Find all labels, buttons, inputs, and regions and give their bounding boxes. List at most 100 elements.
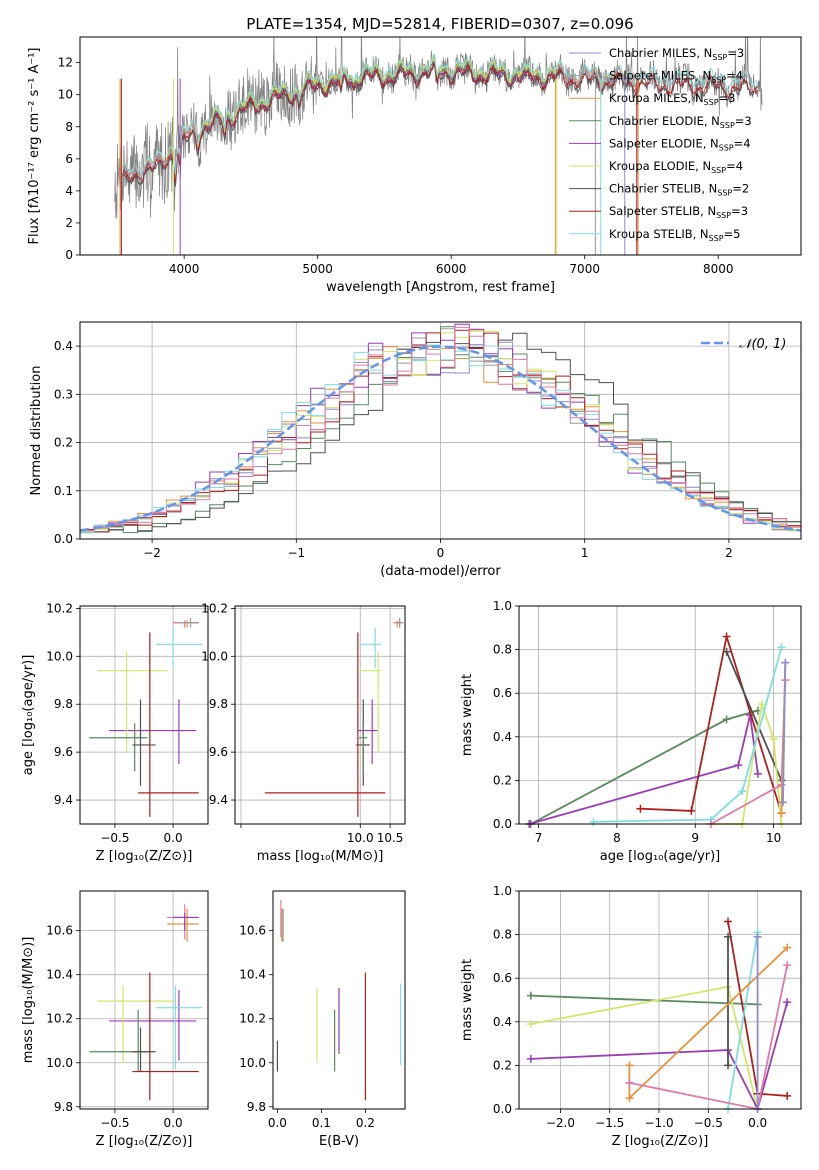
y-tick-label: 10.0: [201, 649, 228, 663]
y-axis-label: mass weight: [460, 674, 475, 756]
panel-mass-vs-Z: −0.5 0.0 9.8 10.0 10.2 10.4 10.6 Z [log₁₀(Z/Z⊙)…: [21, 890, 209, 1149]
x-axis-label: (data-model)/error: [380, 564, 501, 579]
histogram-line: [80, 344, 801, 534]
y-tick-label: 8: [65, 120, 73, 134]
weight-point-marker: [722, 715, 731, 724]
y-tick-label: 10.4: [46, 968, 73, 982]
y-tick-label: 10.0: [46, 649, 73, 663]
plot-area: [89, 617, 203, 817]
x-tick-label: 1: [581, 546, 589, 560]
y-tick-label: 12: [58, 56, 73, 70]
y-tick-label: 0.0: [54, 532, 73, 546]
y-tick-label: 10.2: [201, 601, 228, 615]
x-axis-label: Z [log₁₀(Z/Z⊙)]: [96, 1134, 193, 1149]
weight-point-marker: [769, 734, 778, 743]
weight-point-marker: [722, 632, 731, 641]
x-axis-label: mass [log₁₀(M/M⊙)]: [257, 849, 384, 864]
axes-frame: [79, 36, 802, 256]
weight-point-marker: [778, 798, 787, 807]
y-tick-label: 0.2: [493, 773, 512, 787]
y-axis-label: age [log₁₀(age/yr)]: [21, 655, 36, 776]
weight-point-marker: [724, 917, 733, 926]
axes-frame: [79, 605, 209, 825]
y-tick-label: 0.3: [54, 387, 73, 401]
weight-point-marker: [625, 1078, 634, 1087]
legend-label: Kroupa STELIB, NSSP=5: [609, 227, 740, 243]
axes-frame: [272, 890, 406, 1110]
weight-point-marker: [734, 761, 743, 770]
y-tick-label: 0.1: [54, 484, 73, 498]
legend-label: Chabrier ELODIE, NSSP=3: [609, 114, 752, 130]
x-tick-label: 7000: [569, 262, 600, 276]
x-tick-label: −1: [287, 546, 305, 560]
x-tick-label: 9: [691, 831, 699, 845]
y-axis-label: Flux [fλ10⁻¹⁷ erg cm⁻² s⁻¹ A⁻¹]: [27, 48, 42, 245]
x-tick-label: 0.2: [356, 1116, 375, 1130]
weight-series-line: [528, 714, 759, 825]
y-tick-label: 10.0: [46, 1056, 73, 1070]
x-tick-label: −0.5: [100, 831, 129, 845]
weight-point-marker: [781, 658, 790, 667]
legend-label: Salpeter ELODIE, NSSP=4: [609, 136, 751, 152]
weight-point-marker: [526, 1019, 535, 1028]
x-axis-label: wavelength [Angstrom, rest frame]: [326, 280, 555, 295]
y-tick-label: 0.4: [493, 1015, 512, 1029]
weight-point-marker: [783, 961, 792, 970]
legend-label: Salpeter MILES, NSSP=4: [609, 69, 743, 85]
y-tick-label: 1.0: [493, 884, 512, 898]
y-tick-label: 10.2: [239, 1012, 266, 1026]
x-tick-label: 4000: [169, 262, 200, 276]
y-tick-label: 0.0: [493, 817, 512, 831]
x-tick-label: 10.5: [377, 831, 404, 845]
x-axis-label: E(B-V): [319, 1134, 359, 1149]
x-tick-label: 0.1: [312, 1116, 331, 1130]
legend-label: 𝒩(0, 1): [739, 337, 786, 352]
plot-area: [526, 917, 792, 1113]
y-tick-label: 0.2: [493, 1058, 512, 1072]
y-axis-label: Normed distribution: [29, 366, 44, 496]
x-tick-label: 2: [725, 546, 733, 560]
panel-age-vs-Z: −0.5 0.0 9.4 9.6 9.8 10.0 10.2 Z [log₁₀(Z/Z⊙)] a…: [21, 601, 209, 864]
axes-frame: [234, 605, 406, 825]
weight-series-line: [530, 994, 758, 1006]
y-tick-label: 10.0: [239, 1056, 266, 1070]
plot-area: [80, 323, 801, 534]
y-tick-label: 0.0: [493, 1102, 512, 1116]
x-tick-label: 0.0: [748, 1116, 767, 1130]
weight-point-marker: [625, 1061, 634, 1070]
weight-series-line: [530, 1001, 789, 1112]
weight-point-marker: [783, 1091, 792, 1100]
x-tick-label: 10.0: [347, 831, 374, 845]
legend-label: Chabrier MILES, NSSP=3: [609, 46, 744, 62]
legend-label: Kroupa MILES, NSSP=3: [609, 91, 735, 107]
legend-label: Salpeter STELIB, NSSP=3: [609, 204, 748, 220]
panel-weight-vs-age: 7 8 9 10 0.0 0.2 0.4 0.6 0.8 1.0 age [log₁₀(age/yr…: [460, 599, 802, 864]
model-line-salpeter-stelib: [122, 61, 759, 183]
y-tick-label: 9.8: [54, 1100, 73, 1114]
weight-point-marker: [687, 806, 696, 815]
x-tick-label: 10: [766, 831, 781, 845]
y-tick-label: 10.6: [239, 924, 266, 938]
x-tick-label: −0.5: [100, 1116, 129, 1130]
weight-point-marker: [722, 647, 731, 656]
x-tick-label: 6000: [436, 262, 467, 276]
axes-frame: [518, 890, 802, 1110]
weight-point-marker: [589, 817, 598, 826]
weight-point-marker: [526, 991, 535, 1000]
panel-residuals: −2 −1 0 1 2 0.0 0.1 0.2 0.3 0.4 (data-model)/error…: [29, 321, 802, 579]
y-axis-label: mass weight: [460, 959, 475, 1041]
model-line-chabrier-elodie: [197, 61, 559, 150]
axes-frame: [518, 605, 802, 825]
weight-point-marker: [636, 804, 645, 813]
weight-point-marker: [738, 787, 747, 796]
panel-spectrum: 4000 5000 6000 7000 8000 0 2 4 6 8 10 12 wavelength …: [27, 36, 802, 295]
figure-title: PLATE=1354, MJD=52814, FIBERID=0307, z=0…: [246, 15, 633, 33]
y-tick-label: 2: [65, 216, 73, 230]
x-tick-label: −1.0: [644, 1116, 673, 1130]
y-tick-label: 0.4: [493, 730, 512, 744]
y-tick-label: 10.2: [46, 1012, 73, 1026]
y-tick-label: 1.0: [493, 599, 512, 613]
normal-curve-line: [80, 345, 801, 532]
